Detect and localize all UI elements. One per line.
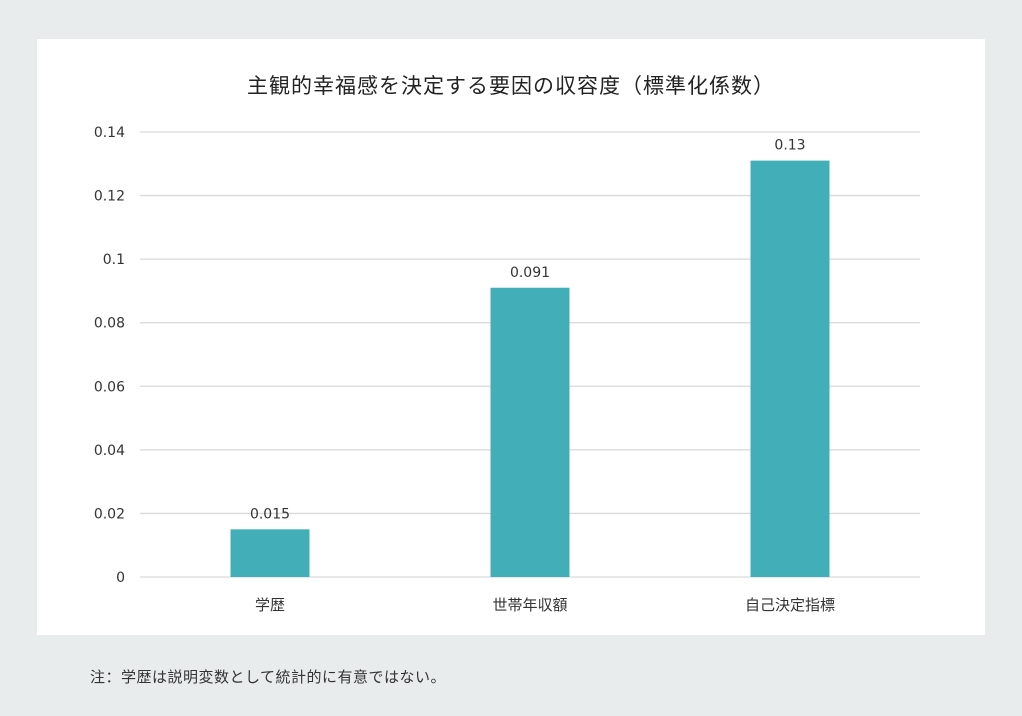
x-axis-tick-labels: 学歴 世帯年収額 自己決定指標 [255, 596, 835, 614]
y-tick-label: 0 [116, 570, 125, 586]
y-tick-label: 0.06 [94, 379, 125, 395]
x-tick-label: 自己決定指標 [745, 596, 835, 614]
footnote: 注：学歴は説明変数として統計的に有意ではない。 [90, 668, 447, 686]
y-tick-label: 0.1 [103, 252, 125, 268]
data-labels: 0.015 0.091 0.13 [250, 138, 806, 523]
bar [490, 287, 570, 577]
data-label: 0.091 [510, 265, 550, 281]
y-axis-tick-labels: 0 0.02 0.04 0.06 0.08 0.1 0.12 0.14 [94, 125, 125, 586]
data-label: 0.015 [250, 506, 290, 522]
y-tick-label: 0.04 [94, 443, 125, 459]
data-label: 0.13 [774, 138, 805, 154]
y-tick-label: 0.08 [94, 316, 125, 332]
y-tick-label: 0.14 [94, 125, 125, 141]
y-tick-label: 0.12 [94, 189, 125, 205]
bar [230, 529, 310, 577]
bars [230, 160, 830, 577]
x-tick-label: 世帯年収額 [492, 596, 567, 614]
bar [750, 160, 830, 577]
x-tick-label: 学歴 [255, 596, 285, 614]
chart-title: 主観的幸福感を決定する要因の収容度（標準化係数） [247, 74, 775, 98]
y-tick-label: 0.02 [94, 506, 125, 522]
